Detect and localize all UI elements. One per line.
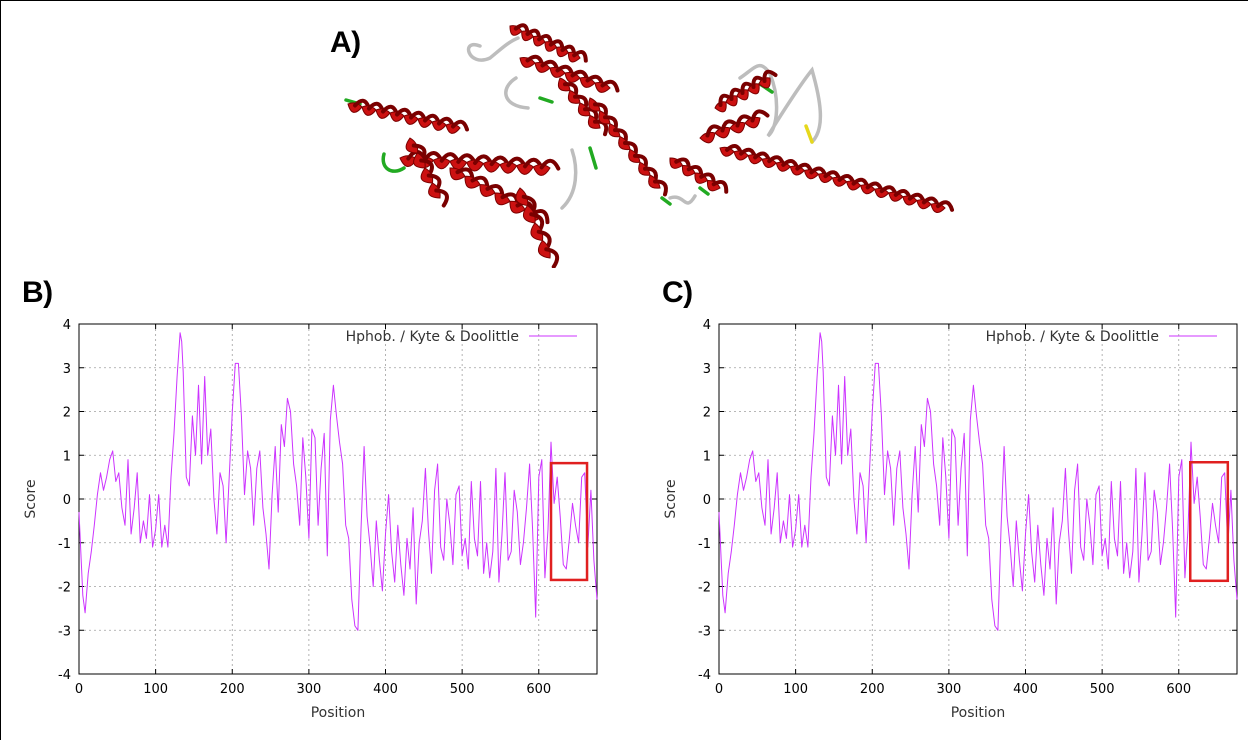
helix-right-top: [714, 69, 778, 113]
x-tick-label: 400: [1013, 682, 1038, 697]
coil-loop: [560, 148, 578, 210]
legend-label: Hphob. / Kyte & Doolittle: [986, 329, 1159, 345]
coil-loop: [466, 36, 520, 62]
coil-loop: [668, 194, 697, 205]
panel-c-label: C): [662, 276, 693, 309]
helix-left-vertical: [405, 137, 449, 208]
coil-loop: [504, 76, 530, 110]
y-tick-label: -4: [698, 668, 711, 683]
helix-left-long: [347, 98, 469, 134]
y-tick-label: 0: [703, 493, 711, 508]
series-line: [718, 332, 1238, 631]
turn-segment: [660, 196, 672, 206]
helix-right-start: [669, 157, 729, 194]
helix-right-long: [719, 143, 955, 213]
helix-top: [509, 23, 588, 63]
frame-left-border: [0, 0, 1, 740]
x-tick-label: 600: [1166, 682, 1191, 697]
x-tick-label: 0: [75, 682, 83, 697]
hydrophobicity-chart-c: -4 -3 -2 -1 0 1 2 3 4 0 100 200 300 400 500 600 Position…: [663, 318, 1238, 721]
y-tick-label: -3: [698, 624, 711, 639]
y-tick-label: 3: [63, 362, 71, 377]
y-tick-label: -3: [58, 624, 71, 639]
x-tick-label: 500: [450, 682, 475, 697]
x-axis-label: Position: [311, 705, 366, 721]
y-tick-label: 4: [63, 318, 71, 333]
x-tick-label: 500: [1090, 682, 1115, 697]
y-tick-label: -2: [698, 581, 711, 596]
y-tick-label: 1: [63, 449, 71, 464]
x-tick-label: 200: [220, 682, 245, 697]
x-tick-label: 300: [936, 682, 961, 697]
helix-top-second: [519, 54, 620, 93]
y-axis-label: Score: [23, 479, 39, 518]
highlight-box: [549, 461, 589, 582]
y-tick-label: -4: [58, 668, 71, 683]
y-tick-label: 2: [63, 406, 71, 421]
y-tick-label: -1: [58, 537, 71, 552]
x-tick-label: 300: [296, 682, 321, 697]
series-line: [78, 332, 598, 631]
frame-top-border: [0, 0, 1248, 1]
x-tick-label: 200: [860, 682, 885, 697]
helix-right-middle: [699, 109, 770, 144]
x-tick-label: 400: [373, 682, 398, 697]
turn-segment: [698, 186, 710, 196]
helix-lower-left: [449, 167, 550, 225]
y-tick-label: -1: [698, 537, 711, 552]
turn-segment: [588, 146, 598, 170]
helix-center-diagonal: [588, 97, 668, 197]
strand-segment: [804, 124, 814, 144]
x-tick-label: 600: [526, 682, 551, 697]
legend: Hphob. / Kyte & Doolittle: [986, 329, 1217, 345]
coil-loop: [766, 66, 823, 144]
highlight-box: [1189, 461, 1230, 583]
turn-segment: [538, 96, 554, 104]
y-tick-label: -2: [58, 581, 71, 596]
x-axis-label: Position: [951, 705, 1006, 721]
helix-top-curl: [557, 77, 609, 137]
y-tick-label: 3: [703, 362, 711, 377]
hydrophobicity-chart-b: -4 -3 -2 -1 0 1 2 3 4 0 100 200 300 400 500 600 Position…: [23, 318, 598, 721]
y-tick-label: 0: [63, 493, 71, 508]
y-tick-label: 2: [703, 406, 711, 421]
turn-segment: [381, 152, 406, 173]
x-tick-label: 100: [143, 682, 168, 697]
panel-a-label: A): [330, 26, 361, 59]
x-tick-label: 100: [783, 682, 808, 697]
legend-label: Hphob. / Kyte & Doolittle: [346, 329, 519, 345]
panel-b-label: B): [22, 276, 53, 309]
y-tick-label: 1: [703, 449, 711, 464]
x-tick-label: 0: [715, 682, 723, 697]
y-axis-label: Score: [663, 479, 679, 518]
y-tick-label: 4: [703, 318, 711, 333]
protein-structure-image: [344, 23, 955, 268]
helix-bottom: [515, 187, 560, 268]
legend: Hphob. / Kyte & Doolittle: [346, 329, 577, 345]
